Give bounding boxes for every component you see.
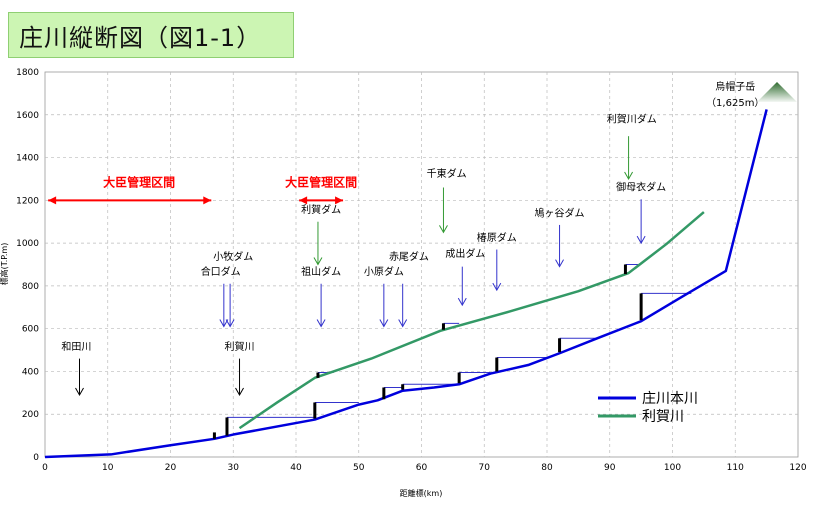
y-tick-label: 400 <box>22 367 39 377</box>
x-tick-label: 100 <box>664 463 681 473</box>
grid <box>44 71 799 458</box>
annotation-label: 椿原ダム <box>477 231 517 244</box>
y-tick-label: 0 <box>33 453 39 463</box>
annotation-label: 利賀川 <box>225 341 255 353</box>
pointer-arrow-head <box>379 319 389 328</box>
tick-labels: 0 10 20 30 40 50 60 70 80 90 100 110 120020040060080… <box>16 68 807 473</box>
annotation-label: 利賀川ダム <box>607 112 657 125</box>
y-axis-label: 標高(T.P.m) <box>0 243 9 286</box>
x-axis-label: 距離標(km) <box>400 488 443 498</box>
pointer-arrow-head <box>555 259 564 268</box>
annotation-label: 小原ダム <box>364 265 404 278</box>
pointer-arrow-head <box>492 282 502 292</box>
pointer-arrow-head <box>219 319 229 328</box>
annotation-label: 大臣管理区間 <box>103 174 175 189</box>
x-tick-label: 40 <box>290 463 302 473</box>
annotation-label: 利賀ダム <box>301 203 341 216</box>
arrow-head-right <box>203 196 212 205</box>
x-tick-label: 120 <box>789 463 806 473</box>
y-tick-label: 1200 <box>16 196 39 206</box>
pointer-arrow-head <box>225 319 235 328</box>
pointer-arrow-head <box>624 171 634 180</box>
pointer-arrow-head <box>457 297 467 307</box>
x-tick-label: 60 <box>416 463 428 473</box>
pointer-arrow-head <box>75 387 84 396</box>
annotation-label: 小牧ダム <box>213 250 253 263</box>
annotation-label: 合口ダム <box>201 265 241 278</box>
y-tick-label: 200 <box>22 410 39 420</box>
x-tick-label: 0 <box>42 463 48 473</box>
pointer-arrow-head <box>313 257 323 266</box>
arrow-head-right <box>335 196 344 205</box>
series-line <box>238 211 705 430</box>
pointer-arrow-head <box>316 319 326 328</box>
y-tick-label: 1800 <box>16 68 39 78</box>
y-tick-label: 600 <box>22 325 39 335</box>
mountain-peak-icon <box>757 82 797 102</box>
annotation-label: 成出ダム <box>445 247 485 260</box>
y-tick-label: 1000 <box>16 239 39 249</box>
legend-label: 庄川本川 <box>642 390 698 407</box>
x-tick-label: 30 <box>228 463 240 473</box>
annotation-label: 鳩ヶ谷ダム <box>535 206 585 219</box>
x-tick-label: 10 <box>102 463 114 473</box>
pointer-arrow-head <box>398 319 408 328</box>
chart-title: 庄川縦断図（図1-1） <box>8 12 294 58</box>
annotation-label: 烏帽子岳 <box>715 80 755 93</box>
arrow-head-left <box>48 196 57 205</box>
pointer-arrow-head <box>439 225 448 234</box>
annotation-label: 大臣管理区間 <box>285 174 357 189</box>
legend-label: 利賀川 <box>642 409 684 425</box>
x-tick-label: 110 <box>727 463 744 473</box>
x-tick-label: 20 <box>165 463 177 473</box>
annotation-label: 祖山ダム <box>301 265 341 278</box>
annotation-label: 御母衣ダム <box>616 181 666 194</box>
x-tick-label: 90 <box>604 463 616 473</box>
y-tick-label: 1600 <box>16 111 39 121</box>
x-tick-label: 50 <box>353 463 365 473</box>
x-tick-label: 70 <box>479 463 491 473</box>
y-tick-label: 1400 <box>16 154 39 164</box>
annotation-label: （1,625m） <box>706 97 764 109</box>
arrow-head-left <box>299 196 308 205</box>
y-tick-label: 800 <box>22 282 39 292</box>
x-tick-label: 80 <box>541 463 553 473</box>
pointer-arrow-head <box>235 387 244 396</box>
reservoir-lines <box>226 264 692 418</box>
annotation-label: 和田川 <box>61 341 91 353</box>
annotation-label: 千東ダム <box>427 167 467 180</box>
pointer-arrow-head <box>636 235 646 245</box>
annotation-label: 赤尾ダム <box>389 250 429 263</box>
dam-markers <box>212 264 643 439</box>
